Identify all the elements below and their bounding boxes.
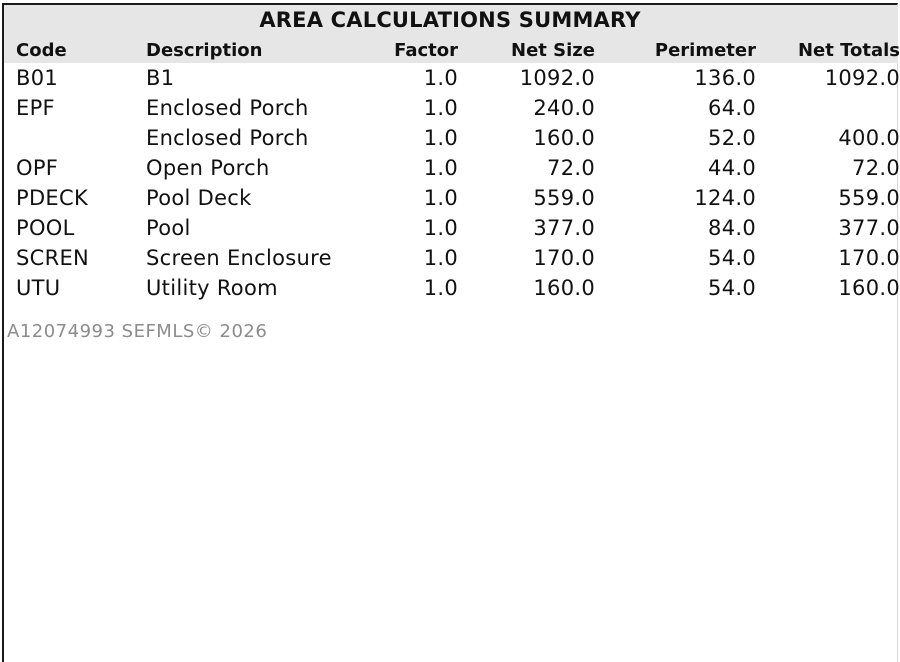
cell-factor: 1.0 (423, 216, 458, 240)
cell-description: Open Porch (146, 156, 270, 180)
cell-code: B01 (16, 66, 59, 90)
cell-net-size: 1092.0 (519, 66, 595, 90)
cell-description: Utility Room (146, 276, 278, 300)
cell-code (0, 123, 146, 153)
cell-factor: 1.0 (423, 246, 458, 270)
table-row: POOL Pool 1.0 377.0 84.0 377.0 (0, 213, 900, 243)
column-header-description: Description (146, 39, 263, 61)
table-header-row: Code Description Factor Net Size Perimet… (0, 37, 900, 63)
cell-net-size: 377.0 (533, 216, 595, 240)
cell-perimeter: 136.0 (694, 66, 756, 90)
cell-perimeter: 84.0 (708, 216, 756, 240)
cell-factor: 1.0 (423, 66, 458, 90)
table-row: SCREN Screen Enclosure 1.0 170.0 54.0 17… (0, 243, 900, 273)
cell-code: EPF (16, 96, 55, 120)
cell-net-size: 240.0 (533, 96, 595, 120)
cell-net-total: 170.0 (838, 246, 900, 270)
cell-factor: 1.0 (423, 96, 458, 120)
cell-code: OPF (16, 156, 59, 180)
table-row: OPF Open Porch 1.0 72.0 44.0 72.0 (0, 153, 900, 183)
cell-net-total: 1092.0 (824, 66, 900, 90)
page-title: AREA CALCULATIONS SUMMARY (259, 8, 641, 32)
cell-net-size: 559.0 (533, 186, 595, 210)
cell-net-size: 160.0 (533, 276, 595, 300)
cell-net-total: 400.0 (838, 126, 900, 150)
mls-watermark: A12074993 SEFMLS© 2026 (7, 321, 268, 342)
column-header-code: Code (16, 39, 67, 61)
cell-description: Enclosed Porch (146, 96, 309, 120)
cell-perimeter: 44.0 (708, 156, 756, 180)
cell-net-total: 377.0 (838, 216, 900, 240)
area-table: Code Description Factor Net Size Perimet… (0, 37, 900, 303)
cell-code: PDECK (16, 186, 89, 210)
cell-code: SCREN (16, 246, 90, 270)
table-row: UTU Utility Room 1.0 160.0 54.0 160.0 (0, 273, 900, 303)
cell-description: Pool (146, 216, 191, 240)
cell-net-total: 72.0 (852, 156, 900, 180)
column-header-perimeter: Perimeter (654, 39, 756, 61)
cell-net-total: 559.0 (838, 186, 900, 210)
cell-description: Screen Enclosure (146, 246, 332, 270)
document-frame (2, 3, 898, 662)
cell-perimeter: 54.0 (708, 276, 756, 300)
column-header-net-totals: Net Totals (797, 39, 900, 61)
column-header-net-size: Net Size (511, 39, 595, 61)
cell-perimeter: 52.0 (708, 126, 756, 150)
cell-perimeter: 64.0 (708, 96, 756, 120)
table-row: PDECK Pool Deck 1.0 559.0 124.0 559.0 (0, 183, 900, 213)
table-row: EPF Enclosed Porch 1.0 240.0 64.0 (0, 93, 900, 123)
cell-net-size: 170.0 (533, 246, 595, 270)
cell-factor: 1.0 (423, 156, 458, 180)
table-row: B01 B1 1.0 1092.0 136.0 1092.0 (0, 63, 900, 93)
cell-factor: 1.0 (423, 276, 458, 300)
cell-description: Enclosed Porch (146, 126, 309, 150)
cell-net-total: 160.0 (838, 276, 900, 300)
cell-perimeter: 54.0 (708, 246, 756, 270)
cell-code: UTU (16, 276, 61, 300)
cell-factor: 1.0 (423, 126, 458, 150)
cell-description: Pool Deck (146, 186, 252, 210)
header-band (4, 5, 898, 63)
cell-net-size: 72.0 (547, 156, 595, 180)
column-header-factor: Factor (394, 39, 458, 61)
cell-factor: 1.0 (423, 186, 458, 210)
cell-description: B1 (146, 66, 175, 90)
cell-net-size: 160.0 (533, 126, 595, 150)
cell-net-total (756, 93, 900, 123)
cell-code: POOL (16, 216, 75, 240)
cell-perimeter: 124.0 (694, 186, 756, 210)
table-row: Enclosed Porch 1.0 160.0 52.0 400.0 (0, 123, 900, 153)
